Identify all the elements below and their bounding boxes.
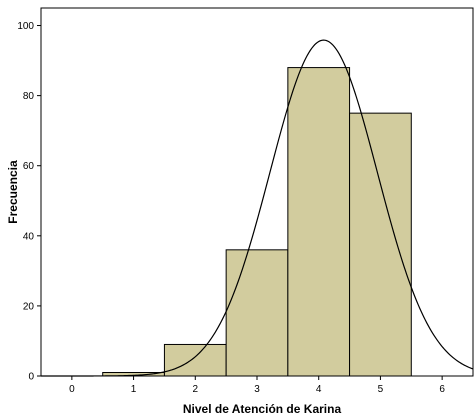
y-tick-label: 80 — [23, 91, 35, 102]
histogram-bar — [287, 67, 351, 377]
x-axis: 0 1 2 3 4 5 6 — [69, 376, 445, 395]
x-axis-title: Nivel de Atención de Karina — [183, 402, 342, 416]
x-tick-label: 4 — [316, 384, 322, 395]
x-tick-label: 2 — [193, 384, 199, 395]
y-tick-label: 40 — [23, 231, 35, 242]
y-tick-label: 60 — [23, 161, 35, 172]
histogram-bar — [349, 112, 412, 377]
x-tick-label: 1 — [131, 384, 137, 395]
y-tick-label: 0 — [28, 372, 34, 383]
bars-group — [102, 67, 412, 377]
x-tick-label: 5 — [378, 384, 384, 395]
histogram-bar — [225, 249, 289, 377]
histogram-bar — [163, 343, 227, 377]
y-tick-label: 20 — [23, 301, 35, 312]
y-axis-title: Frecuencia — [6, 160, 20, 224]
x-tick-label: 6 — [439, 384, 445, 395]
x-tick-label: 0 — [69, 384, 75, 395]
y-axis: 0 20 40 60 80 100 — [17, 21, 41, 383]
y-tick-label: 100 — [17, 21, 34, 32]
x-tick-label: 3 — [254, 384, 260, 395]
normal-curve — [41, 39, 474, 377]
